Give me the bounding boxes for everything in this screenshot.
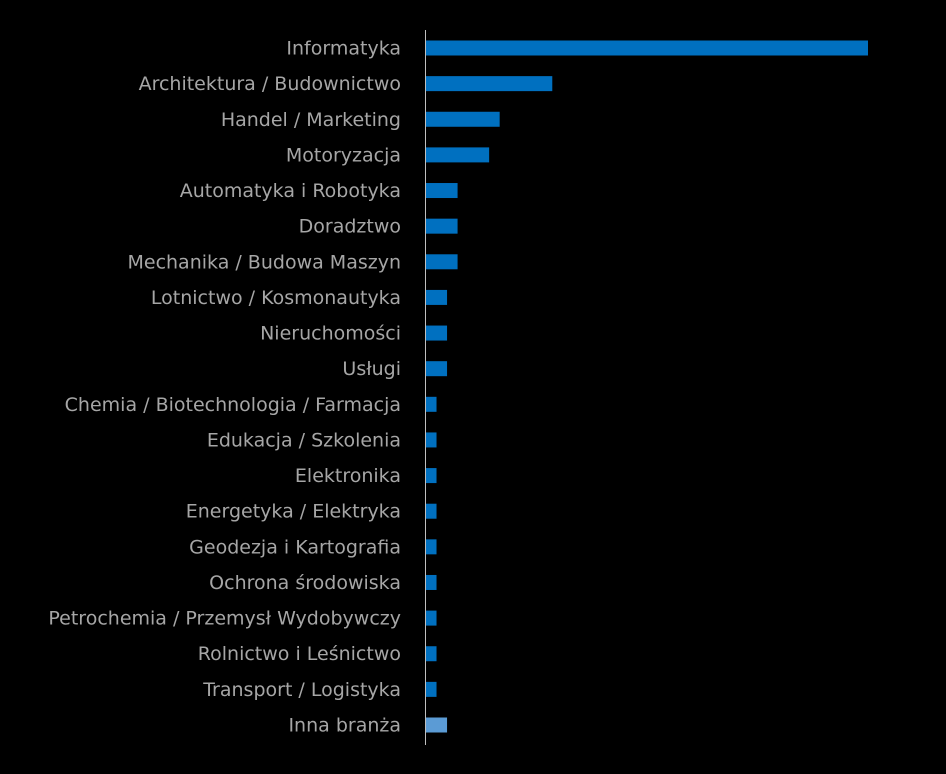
category-label: Chemia / Biotechnologia / Farmacja xyxy=(65,394,401,416)
bar xyxy=(426,717,448,733)
bar xyxy=(426,147,490,163)
category-label: Nieruchomości xyxy=(260,323,401,345)
bar xyxy=(426,325,448,341)
bar xyxy=(426,218,458,234)
category-label: Elektronika xyxy=(295,465,401,487)
bar xyxy=(426,646,437,662)
bar xyxy=(426,289,448,305)
category-label: Ochrona środowiska xyxy=(209,572,401,594)
bar xyxy=(426,254,458,270)
bar xyxy=(426,503,437,519)
bar xyxy=(426,574,437,590)
category-label: Petrochemia / Przemysł Wydobywczy xyxy=(48,608,401,630)
category-label: Geodezja i Kartografia xyxy=(189,536,401,558)
category-label: Lotnictwo / Kosmonautyka xyxy=(151,287,401,309)
category-label: Handel / Marketing xyxy=(221,109,401,131)
category-label: Transport / Logistyka xyxy=(202,679,401,701)
bar xyxy=(426,468,437,484)
category-label: Motoryzacja xyxy=(286,144,401,166)
bar xyxy=(426,396,437,412)
category-label: Usługi xyxy=(342,358,401,380)
category-label: Mechanika / Budowa Maszyn xyxy=(127,251,401,273)
category-label: Energetyka / Elektryka xyxy=(186,501,401,523)
bar xyxy=(426,610,437,626)
bar xyxy=(426,432,437,448)
bar xyxy=(426,40,868,56)
category-label: Informatyka xyxy=(286,38,401,60)
bar xyxy=(426,681,437,697)
category-label: Architektura / Budownictwo xyxy=(139,73,401,95)
category-label: Inna branża xyxy=(288,715,401,737)
bar xyxy=(426,361,448,377)
bar xyxy=(426,183,458,199)
category-label: Automatyka i Robotyka xyxy=(180,180,401,202)
category-label: Rolnictwo i Leśnictwo xyxy=(198,643,401,665)
category-label: Doradztwo xyxy=(299,216,401,238)
bar xyxy=(426,539,437,555)
bar xyxy=(426,76,553,92)
category-label: Edukacja / Szkolenia xyxy=(207,429,401,451)
bar xyxy=(426,111,500,127)
